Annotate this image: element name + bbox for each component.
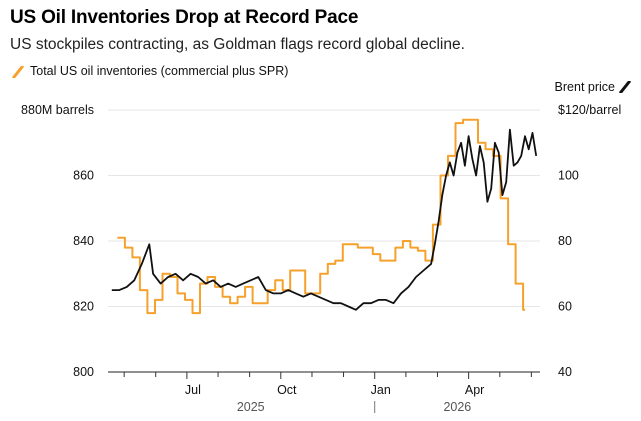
year-label: 2026: [443, 400, 471, 414]
x-tick-label: Jul: [185, 383, 201, 397]
right-axis-labels: 40 60 80 100 $120/barrel: [558, 103, 621, 379]
left-axis-labels: 800 820 840 860 880M barrels: [21, 103, 94, 379]
left-tick-label: 800: [73, 365, 94, 379]
legend-brent: Brent price: [554, 79, 632, 95]
chart-subtitle: US stockpiles contracting, as Goldman fl…: [10, 36, 465, 53]
year-label: 2025: [237, 400, 265, 414]
x-tick-label: Jan: [371, 383, 391, 397]
x-tick-label: Oct: [277, 383, 297, 397]
legend-inventories-label: Total US oil inventories (commercial plu…: [30, 64, 289, 78]
right-tick-label: 60: [558, 300, 572, 314]
left-tick-label: 840: [73, 234, 94, 248]
chart-title: US Oil Inventories Drop at Record Pace: [10, 7, 359, 28]
x-axis: Jul Oct Jan Apr 2025 2026: [123, 372, 532, 414]
brent-series-line: [111, 128, 538, 311]
legend-brent-label: Brent price: [554, 80, 615, 94]
grid-lines: [108, 109, 540, 373]
x-tick-label: Apr: [465, 383, 484, 397]
left-tick-label: 820: [73, 300, 94, 314]
right-axis-unit-label: $120/barrel: [558, 103, 621, 117]
inventories-series-line: [117, 118, 526, 315]
left-tick-label: 860: [73, 169, 94, 183]
right-tick-label: 40: [558, 365, 572, 379]
right-tick-label: 100: [558, 169, 579, 183]
series-lines: [111, 118, 538, 315]
left-axis-unit-label: 880M barrels: [21, 103, 94, 117]
legend-inventories: Total US oil inventories (commercial plu…: [11, 64, 316, 80]
brent-legend-swatch-icon: [618, 79, 632, 95]
right-tick-label: 80: [558, 234, 572, 248]
inventories-legend-swatch-icon: [11, 64, 25, 80]
